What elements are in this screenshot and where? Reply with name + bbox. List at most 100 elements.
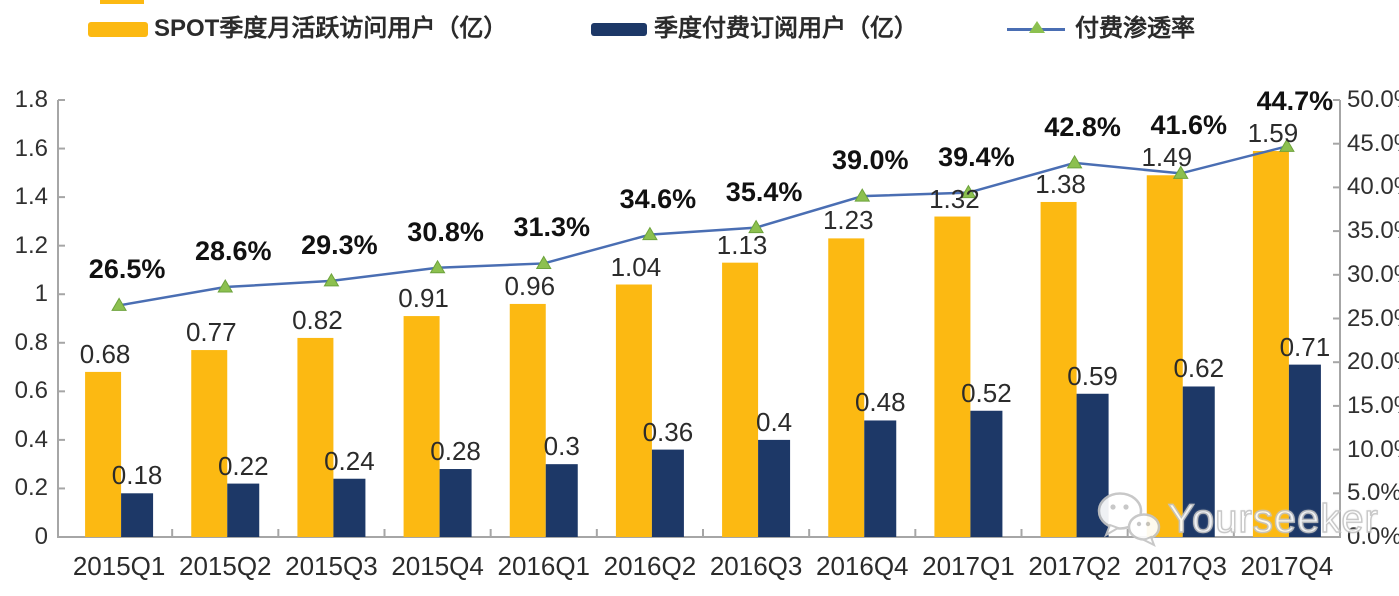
mau-bar bbox=[509, 303, 546, 537]
subscriber-bar bbox=[651, 449, 684, 537]
penetration-value-label: 42.8% bbox=[1044, 111, 1121, 142]
x-axis-label: 2015Q3 bbox=[285, 551, 378, 581]
mau-bar-label: 1.49 bbox=[1141, 142, 1193, 173]
left-axis-label: 1.2 bbox=[14, 231, 48, 259]
mau-bar bbox=[1146, 175, 1183, 537]
right-axis-label: 50.0% bbox=[1347, 86, 1399, 113]
left-axis-label: 0 bbox=[34, 523, 48, 550]
mau-bar bbox=[615, 284, 652, 537]
left-axis-label: 1.8 bbox=[14, 86, 48, 113]
penetration-marker bbox=[535, 255, 552, 269]
subscriber-bar-label: 0.62 bbox=[1173, 353, 1225, 384]
subscribers-legend-swatch bbox=[591, 22, 647, 36]
left-axis-label: 1.4 bbox=[14, 183, 48, 211]
mau-bar bbox=[297, 337, 334, 537]
penetration-marker bbox=[1279, 138, 1295, 152]
x-axis-label: 2017Q3 bbox=[1134, 551, 1228, 581]
subscriber-bar bbox=[439, 469, 472, 537]
mau-bar-label: 1.04 bbox=[610, 251, 662, 282]
subscriber-bar-label: 0.4 bbox=[756, 406, 793, 437]
right-axis-label: 5.0% bbox=[1347, 479, 1399, 507]
x-axis-label: 2017Q4 bbox=[1240, 551, 1334, 581]
subscriber-bar bbox=[121, 493, 154, 537]
right-axis-label: 30.0% bbox=[1347, 260, 1399, 288]
subscriber-bar bbox=[1288, 364, 1321, 537]
right-axis-label: 45.0% bbox=[1347, 129, 1399, 157]
x-axis-label: 2016Q3 bbox=[709, 551, 803, 581]
mau-bar bbox=[828, 238, 865, 537]
subscriber-bar-label: 0.59 bbox=[1067, 360, 1118, 391]
mau-bar-label: 1.32 bbox=[929, 183, 980, 214]
mau-bar bbox=[722, 262, 759, 537]
mau-bar-label: 1.38 bbox=[1035, 168, 1086, 199]
penetration-value-label: 31.3% bbox=[513, 212, 591, 243]
legend-item-penetration: 付费渗透率 bbox=[1007, 14, 1195, 44]
subscriber-bar-label: 0.22 bbox=[217, 450, 269, 481]
mau-bar-label: 1.23 bbox=[822, 205, 874, 236]
mau-legend-label: SPOT季度月活跃访问用户（亿） bbox=[154, 15, 508, 42]
mau-bar-label: 0.77 bbox=[185, 317, 237, 348]
penetration-marker bbox=[748, 219, 764, 234]
penetration-value-label: 26.5% bbox=[88, 254, 166, 285]
mau-bar bbox=[191, 350, 228, 537]
penetration-value-label: 34.6% bbox=[619, 183, 697, 214]
left-axis-label: 0.2 bbox=[14, 474, 48, 502]
x-axis-label: 2016Q2 bbox=[603, 551, 697, 581]
penetration-marker bbox=[111, 297, 127, 311]
right-axis-label: 20.0% bbox=[1347, 348, 1399, 376]
mau-bar-label: 0.91 bbox=[398, 283, 449, 314]
mau-legend-swatch bbox=[88, 21, 148, 37]
mau-bar-label: 0.82 bbox=[292, 304, 343, 335]
right-axis-label: 0.0% bbox=[1347, 523, 1399, 550]
penetration-value-label: 29.3% bbox=[301, 229, 378, 260]
subscriber-bar bbox=[1182, 386, 1215, 537]
penetration-marker bbox=[854, 188, 871, 202]
subscriber-bar bbox=[758, 439, 791, 537]
subscriber-bar-label: 0.28 bbox=[430, 436, 481, 467]
right-axis-label: 10.0% bbox=[1347, 435, 1399, 463]
subscriber-bar-label: 0.52 bbox=[961, 377, 1012, 408]
subscriber-bar-label: 0.3 bbox=[543, 431, 580, 462]
left-axis-label: 0.6 bbox=[14, 377, 48, 405]
x-axis-label: 2015Q2 bbox=[178, 551, 272, 581]
penetration-value-label: 44.7% bbox=[1256, 85, 1334, 116]
subscriber-bar-label: 0.71 bbox=[1279, 331, 1331, 362]
subscribers-legend-label: 季度付费订阅用户（亿） bbox=[654, 15, 918, 42]
penetration-value-label: 28.6% bbox=[194, 236, 272, 267]
legend-triangle-icon bbox=[1029, 21, 1045, 33]
penetration-value-label: 39.0% bbox=[831, 145, 909, 176]
x-axis-label: 2016Q4 bbox=[815, 551, 909, 581]
right-axis-label: 25.0% bbox=[1347, 304, 1399, 332]
penetration-value-label: 35.4% bbox=[725, 176, 803, 207]
subscriber-bar bbox=[227, 483, 260, 537]
penetration-legend-marker bbox=[1007, 19, 1065, 39]
cropped-yellow-artifact bbox=[100, 0, 144, 4]
x-axis-label: 2015Q1 bbox=[72, 551, 166, 581]
left-axis-label: 1 bbox=[34, 280, 48, 308]
mau-bar bbox=[1252, 150, 1289, 537]
x-axis-label: 2016Q1 bbox=[497, 551, 591, 581]
legend-item-mau: SPOT季度月活跃访问用户（亿） bbox=[88, 14, 507, 44]
penetration-marker bbox=[1172, 165, 1189, 179]
penetration-value-label: 30.8% bbox=[407, 216, 484, 247]
mau-bar-label: 0.96 bbox=[504, 270, 556, 301]
subscriber-bar-label: 0.36 bbox=[642, 416, 694, 447]
mau-bar-label: 0.68 bbox=[79, 338, 131, 369]
subscriber-bar bbox=[333, 478, 366, 537]
right-axis-label: 35.0% bbox=[1347, 217, 1399, 245]
mau-bar bbox=[403, 316, 440, 537]
subscriber-bar-label: 0.48 bbox=[854, 387, 906, 418]
subscriber-bar bbox=[545, 464, 578, 537]
left-axis-label: 0.4 bbox=[14, 425, 48, 453]
subscriber-bar bbox=[864, 420, 897, 537]
x-axis-label: 2017Q2 bbox=[1028, 551, 1121, 581]
x-axis-label: 2015Q4 bbox=[391, 551, 484, 581]
penetration-marker bbox=[323, 272, 340, 287]
penetration-value-label: 41.6% bbox=[1150, 110, 1228, 141]
mau-bar-label: 1.13 bbox=[716, 229, 768, 260]
left-axis-label: 0.8 bbox=[14, 328, 48, 356]
mau-bar bbox=[934, 216, 971, 538]
mau-bar-label: 1.59 bbox=[1247, 117, 1299, 148]
